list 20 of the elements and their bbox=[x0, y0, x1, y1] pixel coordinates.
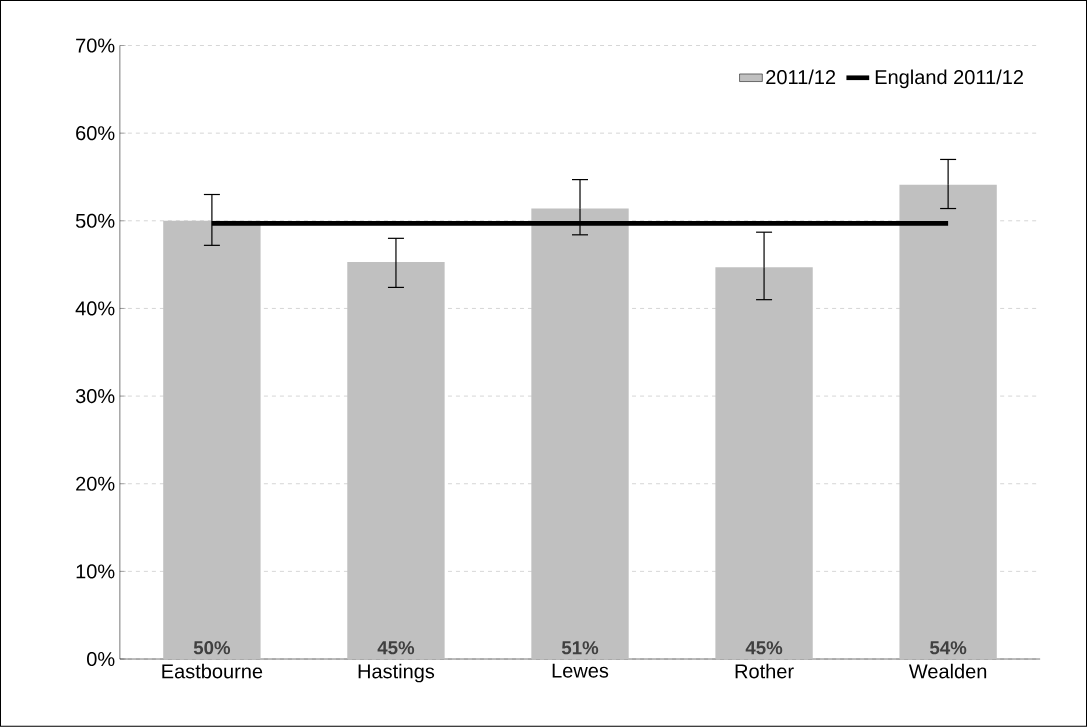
legend-label: England 2011/12 bbox=[875, 69, 1023, 89]
x-tick-label: Rother bbox=[735, 663, 794, 679]
data-label: 50% bbox=[193, 641, 231, 655]
x-tick-label: Eastbourne bbox=[162, 663, 263, 679]
x-tick-label: Wealden bbox=[908, 663, 987, 679]
y-tick-label: 20% bbox=[76, 476, 115, 491]
y-tick-label: 40% bbox=[75, 301, 115, 316]
data-label: 45% bbox=[745, 641, 783, 655]
y-tick-label: 50% bbox=[75, 213, 115, 228]
x-tick-label: Hastings bbox=[358, 663, 435, 683]
y-tick-label: 70% bbox=[76, 38, 115, 53]
x-tick-label: Lewes bbox=[552, 663, 609, 678]
y-tick-label: 0% bbox=[87, 652, 115, 667]
y-tick-label: 60% bbox=[76, 126, 115, 141]
y-tick-label: 10% bbox=[76, 564, 115, 579]
data-label: 51% bbox=[561, 641, 599, 655]
data-label: 45% bbox=[377, 641, 415, 655]
y-tick-label: 30% bbox=[75, 389, 115, 404]
legend-label: 2011/12 bbox=[766, 69, 836, 85]
data-label: 54% bbox=[930, 641, 967, 655]
